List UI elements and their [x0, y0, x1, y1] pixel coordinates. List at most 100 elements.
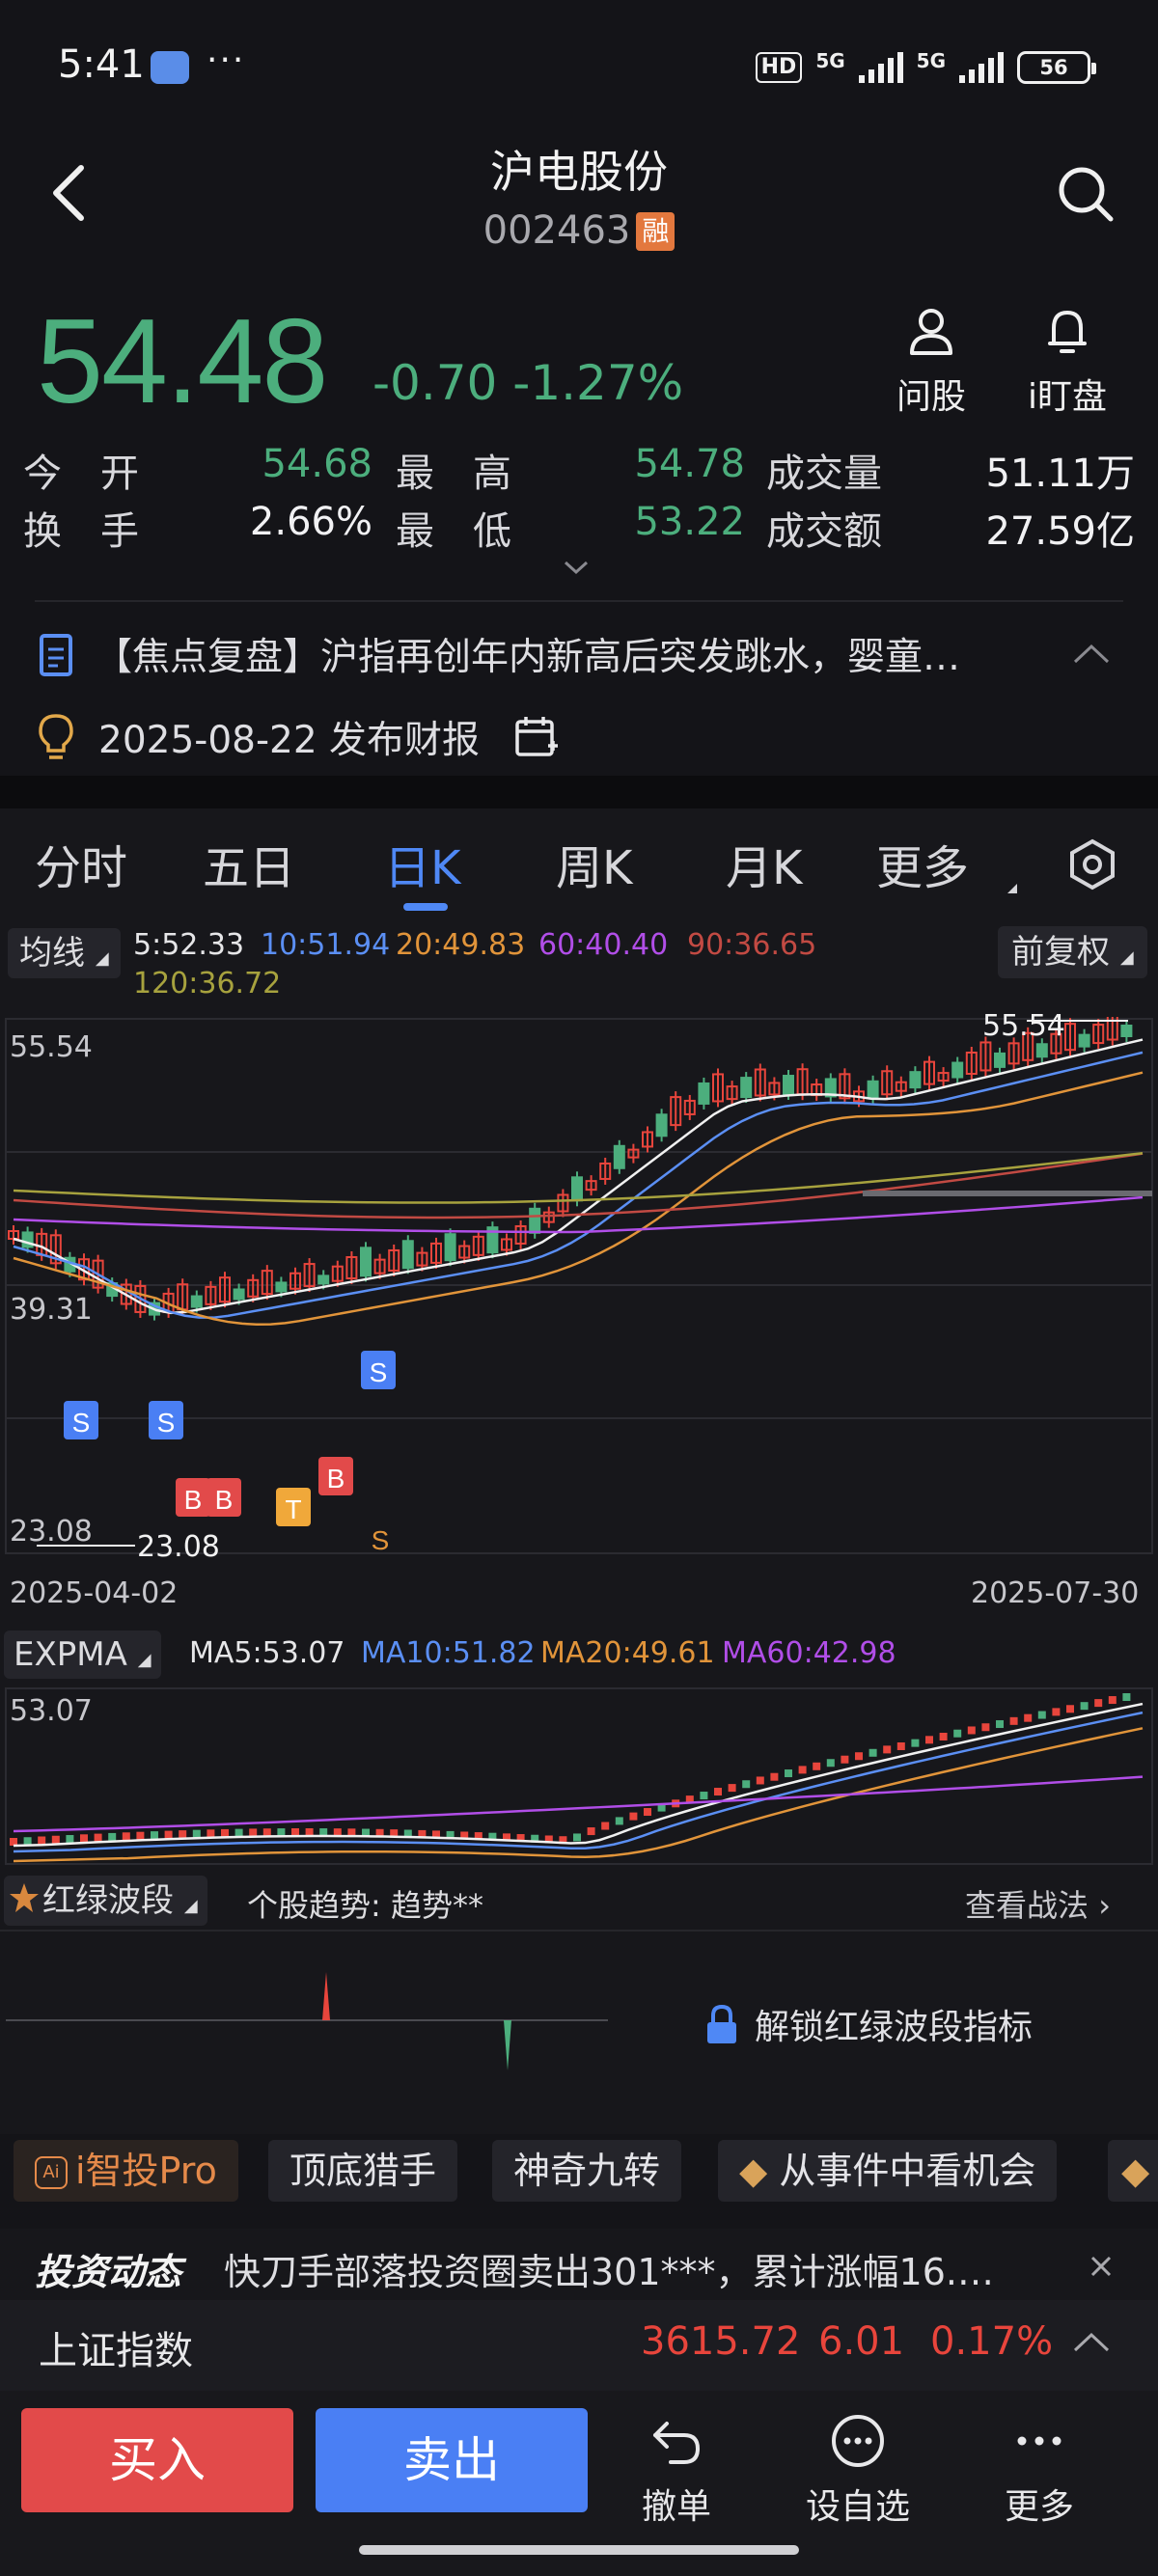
chevron-up-icon[interactable] [1071, 641, 1112, 666]
tab-monthly-k[interactable]: 月K [726, 841, 803, 895]
dynamics-label: 投资动态 [35, 2251, 182, 2293]
candle-body [401, 1240, 414, 1270]
unlock-wave-button[interactable]: 解锁红绿波段指标 [701, 1999, 1033, 2049]
candle-body [1092, 1024, 1105, 1045]
signal-marker [64, 1401, 98, 1439]
close-icon[interactable] [1089, 2254, 1114, 2279]
expma-candle [911, 1739, 920, 1747]
candle-body [924, 1060, 935, 1085]
y-axis-bottom-label: 23.08 [10, 1515, 93, 1548]
status-time: 5:41 [58, 42, 145, 87]
report-row[interactable]: 2025-08-22 发布财报 [35, 699, 710, 772]
expma-candle [868, 1748, 877, 1757]
bell-icon [1048, 311, 1087, 353]
strategy-event-opportunity[interactable]: ◆ 从事件中看机会 [718, 2140, 1058, 2202]
ma-selector-button[interactable]: 均线 ◢ [8, 928, 121, 978]
tab-more[interactable]: 更多 [876, 841, 970, 895]
candle-body [740, 1077, 753, 1099]
calendar-add-icon[interactable] [513, 714, 560, 758]
expma-candle [418, 1829, 427, 1838]
view-strategy-link[interactable]: 查看战法 › [965, 1881, 1111, 1926]
dropdown-triangle-icon [1007, 884, 1017, 893]
expma-candle [855, 1752, 863, 1761]
ask-stock-label: 问股 [896, 377, 966, 417]
signal-marker [318, 1457, 353, 1495]
dropdown-triangle-icon: ◢ [183, 1896, 198, 1916]
expma-candle [785, 1769, 792, 1778]
battery-icon: 56 [1017, 51, 1096, 84]
amount-value: 27.59亿 [985, 509, 1135, 554]
star-badge-icon [10, 1883, 39, 1912]
expma-chart[interactable] [4, 1686, 1154, 1866]
chevron-right-icon: › [1098, 1887, 1111, 1924]
expma-candles-group [10, 1693, 1131, 1846]
strategy-top-bottom-hunter[interactable]: 顶底猎手 [268, 2140, 458, 2202]
signal-icon [959, 52, 1004, 83]
expma-candle [1122, 1693, 1131, 1701]
y-axis-top-label: 55.54 [10, 1030, 93, 1064]
expma-candle [221, 1828, 229, 1837]
wave-selector-button[interactable]: 红绿波段 ◢ [4, 1876, 207, 1926]
candle-body [994, 1052, 1006, 1068]
candle-body [1064, 1023, 1076, 1052]
expma-selector-button[interactable]: EXPMA ◢ [4, 1631, 161, 1679]
expma-candle [728, 1784, 736, 1793]
strategy-izhitou-pro[interactable]: Ai i智投Pro [14, 2140, 238, 2202]
expma-candle [770, 1772, 779, 1781]
sell-button[interactable]: 卖出 [316, 2408, 588, 2512]
news-row[interactable]: 【焦点复盘】沪指再创年内新高后突发跳水，婴童… [35, 617, 1135, 691]
expma-candle [601, 1822, 610, 1830]
ask-stock-button[interactable]: 问股 [888, 305, 975, 419]
volume-value: 51.11万 [985, 452, 1135, 496]
expma-candle [488, 1832, 497, 1841]
low-marker-label: 23.08 [137, 1530, 220, 1564]
wave-green-spike [504, 2020, 511, 2070]
strategy-more[interactable]: ◆ [1108, 2140, 1158, 2202]
candle-body [21, 1231, 34, 1248]
add-favorite-button[interactable]: 设自选 [795, 2412, 921, 2529]
expma-candle [531, 1834, 539, 1843]
tab-five-day[interactable]: 五日 [203, 841, 296, 895]
candle-body [190, 1295, 203, 1308]
watch-button[interactable]: i盯盘 [1019, 305, 1116, 419]
person-icon [910, 309, 952, 355]
candle-body [1007, 1042, 1020, 1065]
chevron-up-icon[interactable] [1071, 2329, 1112, 2354]
margin-trading-badge: 融 [636, 212, 676, 251]
expma-candle [1108, 1696, 1117, 1705]
more-button[interactable]: 更多 [977, 2412, 1102, 2529]
settings-icon[interactable] [1065, 837, 1119, 891]
tab-intraday[interactable]: 分时 [35, 841, 128, 895]
tab-weekly-k[interactable]: 周K [556, 841, 633, 895]
strategy-label: 从事件中看机会 [779, 2150, 1036, 2192]
candle-body [1050, 1032, 1062, 1055]
expma-candle [826, 1759, 835, 1768]
back-icon[interactable] [44, 158, 102, 226]
view-strategy-label: 查看战法 [965, 1887, 1089, 1924]
strategy-magic-nine[interactable]: 神奇九转 [492, 2140, 682, 2202]
ma60-value: 60:40.40 [538, 928, 669, 962]
expma-candle [347, 1828, 356, 1837]
lock-icon [707, 2004, 736, 2043]
price-adjust-button[interactable]: 前复权 ◢ [998, 926, 1147, 978]
expma-candle [742, 1780, 751, 1789]
expand-quote-icon[interactable] [562, 558, 591, 577]
ma5-value: 5:52.33 [133, 928, 245, 962]
index-bar[interactable]: 上证指数 3615.72 6.01 0.17% [0, 2300, 1158, 2391]
investment-dynamics-row[interactable]: 投资动态 快刀手部落投资圈卖出301***，累计涨幅16.… [0, 2229, 1158, 2300]
ma120-line [13, 1152, 1144, 1204]
amount-label: 成交额 [766, 509, 882, 554]
tab-daily-k[interactable]: 日K [384, 841, 461, 895]
candle-body [290, 1272, 301, 1290]
expma-frame [5, 1687, 1153, 1865]
search-icon[interactable] [1056, 164, 1116, 224]
candle-body [303, 1263, 316, 1288]
high-label: 最 高 [396, 452, 511, 496]
signal-marker [176, 1478, 210, 1517]
cancel-order-button[interactable]: 撤单 [614, 2412, 739, 2529]
cancel-order-label: 撤单 [641, 2487, 711, 2527]
buy-button[interactable]: 买入 [21, 2408, 293, 2512]
price-adjust-label: 前复权 [1011, 933, 1110, 972]
home-indicator[interactable] [359, 2545, 799, 2555]
